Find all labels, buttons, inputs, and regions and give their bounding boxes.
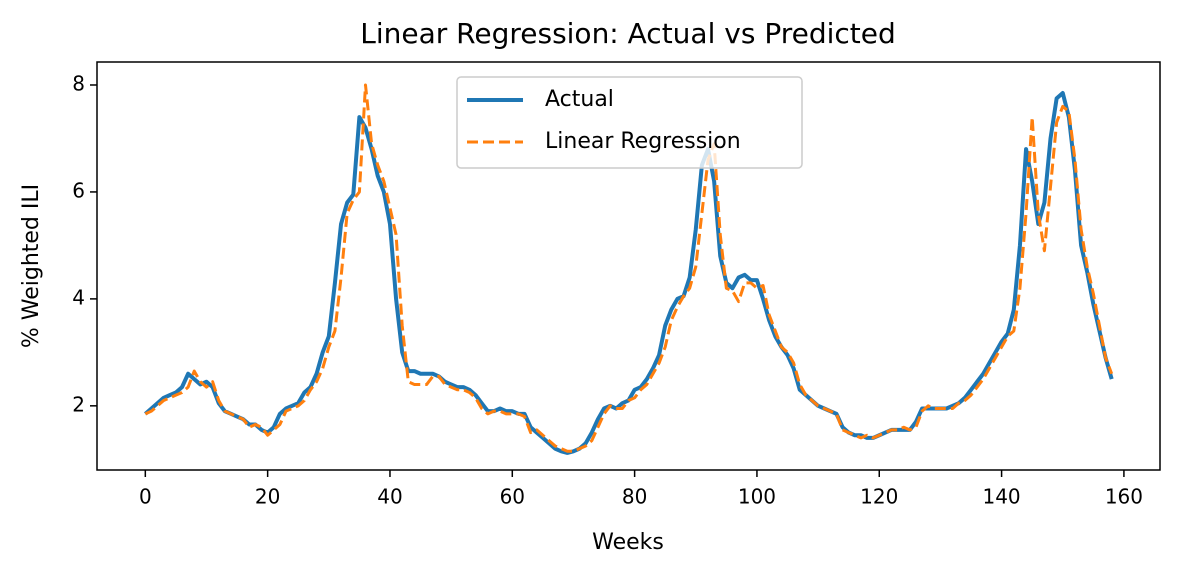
x-tick-label: 160 <box>1105 485 1143 509</box>
legend: Actual Linear Regression <box>456 76 803 169</box>
y-axis-label: % Weighted ILI <box>19 184 44 348</box>
x-tick-label: 60 <box>500 485 525 509</box>
legend-label: Linear Regression <box>545 129 741 154</box>
y-tick-label: 2 <box>72 392 85 416</box>
series-line <box>144 83 1114 453</box>
x-tick-label: 120 <box>860 485 898 509</box>
legend-label: Actual <box>545 87 614 112</box>
y-tick-label: 8 <box>72 71 85 95</box>
legend-box <box>456 76 803 169</box>
axes-frame <box>96 61 1161 471</box>
x-tick-label: 0 <box>139 485 152 509</box>
x-tick-label: 80 <box>622 485 647 509</box>
y-tick-label: 6 <box>72 178 85 202</box>
x-tick-label: 20 <box>255 485 280 509</box>
x-tick-label: 100 <box>738 485 776 509</box>
y-tick-label: 4 <box>72 285 85 309</box>
x-tick-label: 140 <box>982 485 1020 509</box>
plot-area <box>144 83 1114 455</box>
x-axis-label: Weeks <box>592 530 664 555</box>
chart-title: Linear Regression: Actual vs Predicted <box>360 17 896 50</box>
x-tick-label: 40 <box>377 485 402 509</box>
